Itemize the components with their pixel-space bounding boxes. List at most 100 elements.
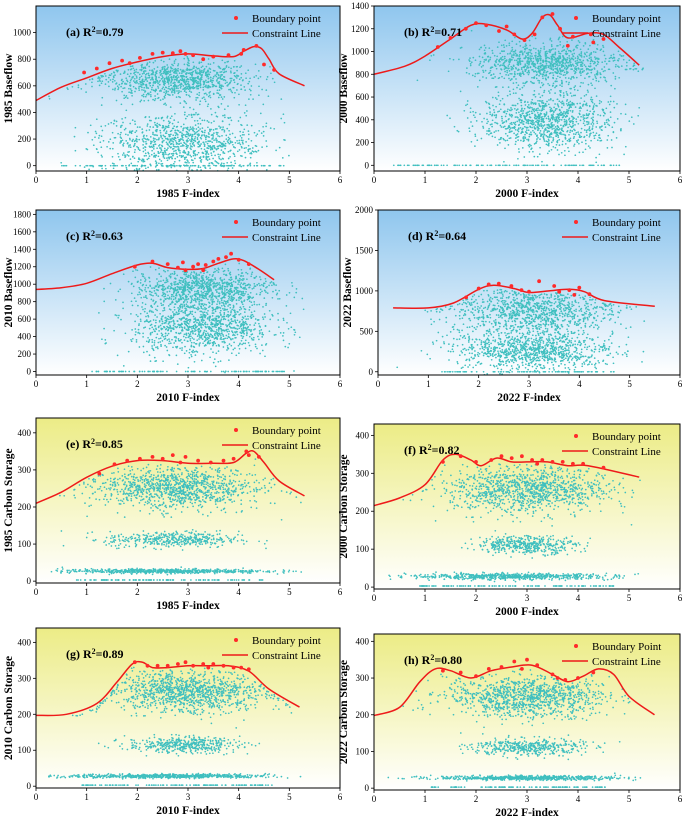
scatter-point	[571, 101, 574, 104]
scatter-point	[85, 91, 87, 93]
scatter-point	[509, 59, 512, 62]
scatter-point	[217, 96, 220, 99]
scatter-point	[502, 44, 505, 46]
scatter-point	[171, 90, 173, 93]
scatter-point	[195, 99, 197, 101]
scatter-point	[135, 82, 137, 84]
scatter-point	[107, 81, 110, 83]
scatter-point	[135, 130, 138, 132]
scatter-point	[146, 158, 149, 161]
scatter-point	[173, 91, 176, 94]
scatter-point	[149, 290, 152, 293]
scatter-point	[494, 65, 497, 67]
scatter-point	[529, 57, 532, 59]
scatter-point	[463, 109, 466, 112]
panel-letter: (a) R	[66, 25, 92, 39]
scatter-point	[168, 145, 171, 148]
scatter-point	[519, 45, 522, 47]
scatter-point	[527, 69, 530, 72]
scatter-point	[129, 79, 132, 82]
scatter-point	[218, 140, 221, 143]
scatter-point	[271, 77, 274, 80]
scatter-point	[247, 133, 250, 136]
scatter-point	[177, 63, 180, 65]
scatter-point	[186, 161, 188, 164]
scatter-point	[612, 72, 615, 74]
scatter-point	[190, 271, 193, 274]
scatter-point	[513, 72, 516, 75]
scatter-point	[514, 128, 517, 131]
scatter-point	[553, 131, 556, 134]
scatter-point	[574, 71, 577, 73]
scatter-point	[199, 166, 202, 169]
scatter-point	[104, 124, 107, 127]
scatter-point	[550, 132, 553, 135]
scatter-point	[607, 68, 610, 71]
scatter-point	[518, 151, 520, 153]
scatter-point	[260, 283, 263, 286]
scatter-point	[229, 150, 231, 152]
scatter-point	[131, 65, 134, 67]
scatter-point	[148, 119, 151, 122]
scatter-point	[619, 53, 621, 56]
x-tick-label: 6	[338, 175, 343, 185]
scatter-point	[196, 138, 199, 141]
scatter-point	[547, 138, 550, 141]
scatter-point	[582, 151, 584, 154]
scatter-point	[261, 88, 263, 91]
scatter-point	[195, 86, 198, 88]
scatter-point	[528, 57, 530, 60]
scatter-point	[488, 127, 490, 130]
scatter-point	[555, 85, 557, 87]
scatter-point	[183, 90, 186, 93]
scatter-point	[164, 94, 167, 97]
scatter-point	[132, 85, 135, 88]
scatter-point	[561, 106, 563, 109]
scatter-point	[538, 74, 540, 77]
scatter-point	[539, 86, 542, 89]
scatter-point	[195, 72, 198, 75]
scatter-point	[136, 145, 138, 148]
scatter-point	[149, 84, 152, 87]
scatter-point	[214, 111, 217, 114]
scatter-point	[607, 134, 610, 137]
boundary-point	[571, 34, 575, 39]
scatter-point	[183, 127, 185, 129]
scatter-point	[590, 59, 593, 62]
scatter-point	[225, 70, 228, 73]
scatter-point	[250, 139, 253, 142]
boundary-point	[138, 56, 142, 60]
scatter-point	[538, 153, 541, 155]
scatter-point	[109, 282, 112, 285]
scatter-point	[142, 93, 145, 96]
scatter-point	[437, 164, 439, 167]
scatter-point	[238, 142, 241, 144]
scatter-point	[215, 73, 218, 75]
scatter-point	[580, 51, 583, 53]
scatter-point	[590, 117, 593, 120]
scatter-point	[608, 60, 610, 63]
scatter-point	[115, 125, 118, 127]
scatter-point	[240, 76, 243, 79]
scatter-point	[148, 61, 151, 63]
scatter-point	[176, 145, 179, 148]
scatter-point	[612, 164, 615, 167]
scatter-point	[159, 124, 161, 127]
scatter-point	[620, 112, 622, 115]
scatter-point	[228, 88, 230, 91]
boundary-point	[540, 15, 545, 20]
scatter-point	[597, 164, 599, 167]
scatter-point	[217, 153, 220, 156]
scatter-point	[159, 70, 162, 73]
scatter-point	[548, 125, 551, 128]
scatter-point	[534, 102, 537, 104]
scatter-point	[134, 148, 136, 151]
scatter-point	[528, 60, 531, 63]
scatter-point	[197, 143, 200, 145]
scatter-point	[540, 120, 543, 123]
scatter-point	[174, 157, 177, 160]
scatter-point	[179, 83, 182, 86]
scatter-point	[559, 55, 561, 57]
scatter-point	[602, 114, 605, 117]
scatter-point	[541, 164, 543, 167]
